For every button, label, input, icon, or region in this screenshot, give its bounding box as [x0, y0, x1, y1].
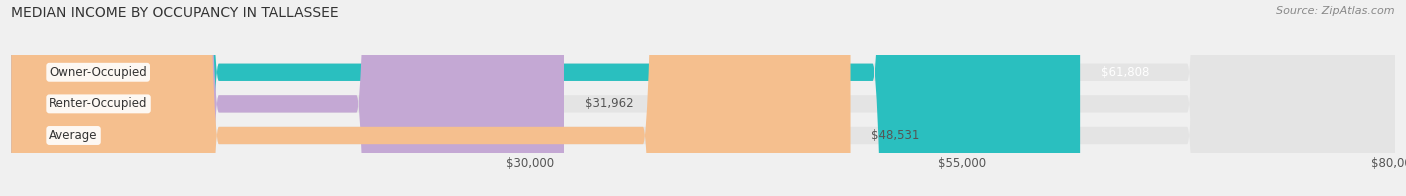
Text: $48,531: $48,531: [872, 129, 920, 142]
Text: MEDIAN INCOME BY OCCUPANCY IN TALLASSEE: MEDIAN INCOME BY OCCUPANCY IN TALLASSEE: [11, 6, 339, 20]
FancyBboxPatch shape: [11, 0, 1395, 196]
FancyBboxPatch shape: [11, 0, 1080, 196]
Text: Renter-Occupied: Renter-Occupied: [49, 97, 148, 110]
FancyBboxPatch shape: [11, 0, 851, 196]
FancyBboxPatch shape: [11, 0, 1395, 196]
Text: $31,962: $31,962: [585, 97, 633, 110]
FancyBboxPatch shape: [11, 0, 564, 196]
Text: Average: Average: [49, 129, 98, 142]
FancyBboxPatch shape: [11, 0, 1395, 196]
Text: $61,808: $61,808: [1101, 66, 1149, 79]
Text: Source: ZipAtlas.com: Source: ZipAtlas.com: [1277, 6, 1395, 16]
Text: Owner-Occupied: Owner-Occupied: [49, 66, 148, 79]
